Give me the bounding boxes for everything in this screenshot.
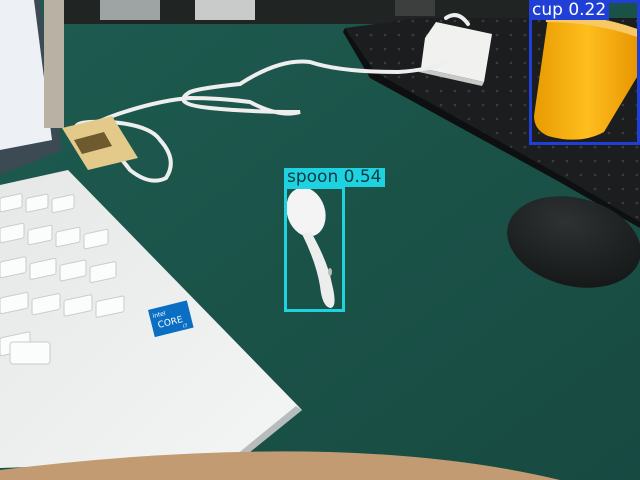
detection-score-cup: 0.22 bbox=[568, 0, 607, 20]
laptop-body-edge bbox=[236, 406, 302, 460]
detection-class-spoon: spoon bbox=[287, 167, 339, 187]
white-spoon bbox=[286, 187, 335, 308]
power-adapter-side bbox=[419, 68, 484, 86]
detection-label-cup: cup 0.22 bbox=[529, 0, 610, 20]
computer-mouse bbox=[507, 196, 640, 288]
laptop-hinge-post bbox=[44, 0, 64, 128]
shelf-item bbox=[100, 0, 160, 20]
detection-class-cup: cup bbox=[532, 0, 563, 20]
badge-brand-text: intel bbox=[152, 310, 167, 320]
detection-box-spoon bbox=[284, 186, 345, 312]
shelf-item bbox=[395, 0, 435, 16]
detection-score-spoon: 0.54 bbox=[343, 167, 382, 187]
breadboard-edge bbox=[343, 28, 640, 228]
laptop-screen bbox=[0, 0, 52, 150]
laptop-keyboard bbox=[0, 193, 125, 365]
yellow-cup bbox=[534, 18, 640, 140]
shelf-item bbox=[195, 0, 255, 20]
intel-core-badge: intel CORE i7 bbox=[148, 300, 194, 338]
cup-rim bbox=[545, 14, 640, 38]
badge-tier-text: i7 bbox=[182, 323, 188, 330]
power-cable bbox=[74, 13, 470, 183]
detection-box-cup bbox=[529, 0, 640, 145]
detection-label-spoon: spoon 0.54 bbox=[284, 168, 385, 187]
foreground-arm bbox=[0, 451, 560, 480]
paper-note-text bbox=[74, 132, 112, 154]
